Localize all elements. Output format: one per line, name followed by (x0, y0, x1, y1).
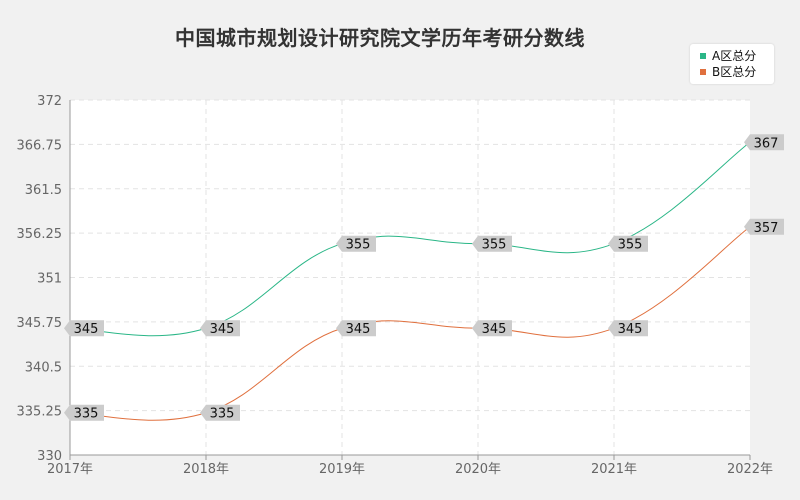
data-label-text: 345 (482, 322, 507, 337)
data-label-tag (744, 134, 784, 151)
x-tick-label: 2020年 (455, 462, 501, 477)
data-label-b: 345 (472, 320, 512, 337)
data-label-tag (472, 320, 512, 337)
x-tick-label: 2021年 (591, 462, 637, 477)
data-label-text: 355 (482, 238, 507, 253)
legend-item-b[interactable]: B区总分 (700, 64, 756, 80)
data-label-text: 355 (618, 238, 643, 253)
data-label-tag (336, 235, 376, 252)
data-label-b: 335 (200, 404, 240, 422)
data-label-text: 335 (74, 407, 99, 422)
legend-swatch-a (700, 52, 706, 59)
plot-background (70, 100, 750, 455)
x-tick-label: 2019年 (319, 462, 365, 477)
data-label-text: 345 (346, 322, 371, 337)
y-tick-label: 335.25 (17, 405, 63, 420)
data-label-tag (472, 235, 512, 252)
legend-swatch-b (700, 68, 706, 75)
data-label-text: 367 (754, 136, 779, 151)
data-label-tag (744, 218, 784, 235)
y-tick-label: 340.5 (25, 360, 62, 375)
data-label-text: 345 (618, 322, 643, 337)
data-label-text: 345 (210, 322, 235, 337)
y-tick-label: 361.5 (25, 183, 62, 198)
series-line-b (69, 226, 751, 421)
data-label-a: 345 (64, 320, 104, 337)
data-label-text: 355 (346, 238, 371, 253)
data-label-text: 335 (210, 407, 235, 422)
data-label-tag (336, 320, 376, 337)
x-tick-label: 2018年 (183, 462, 229, 477)
data-label-a: 345 (200, 320, 240, 337)
series-line-a (69, 141, 751, 337)
legend: A区总分 B区总分 (690, 44, 774, 84)
data-label-b: 335 (64, 404, 104, 422)
y-tick-label: 366.75 (17, 138, 63, 153)
data-label-b: 357 (744, 218, 784, 236)
y-tick-label: 345.75 (17, 316, 63, 331)
data-label-text: 345 (74, 322, 99, 337)
y-tick-label: 330 (37, 449, 62, 464)
data-label-tag (64, 404, 104, 421)
data-label-tag (200, 404, 240, 421)
data-label-b: 345 (336, 320, 376, 337)
y-tick-label: 356.25 (17, 227, 63, 242)
chart-title: 中国城市规划设计研究院文学历年考研分数线 (175, 26, 585, 50)
data-label-a: 355 (608, 235, 648, 253)
data-label-tag (64, 320, 104, 337)
data-label-a: 355 (336, 235, 376, 253)
data-label-tag (200, 320, 240, 337)
data-label-tag (608, 235, 648, 252)
data-label-b: 345 (608, 320, 648, 337)
data-label-a: 367 (744, 134, 784, 151)
legend-label-a: A区总分 (712, 49, 757, 63)
data-label-text: 357 (754, 221, 779, 236)
y-tick-label: 372 (37, 94, 62, 109)
data-label-tag (608, 320, 648, 337)
x-tick-label: 2017年 (47, 462, 93, 477)
legend-label-b: B区总分 (712, 65, 757, 79)
legend-item-a[interactable]: A区总分 (700, 48, 756, 64)
data-label-a: 355 (472, 235, 512, 253)
y-tick-label: 351 (37, 272, 62, 287)
x-tick-label: 2022年 (727, 462, 773, 477)
